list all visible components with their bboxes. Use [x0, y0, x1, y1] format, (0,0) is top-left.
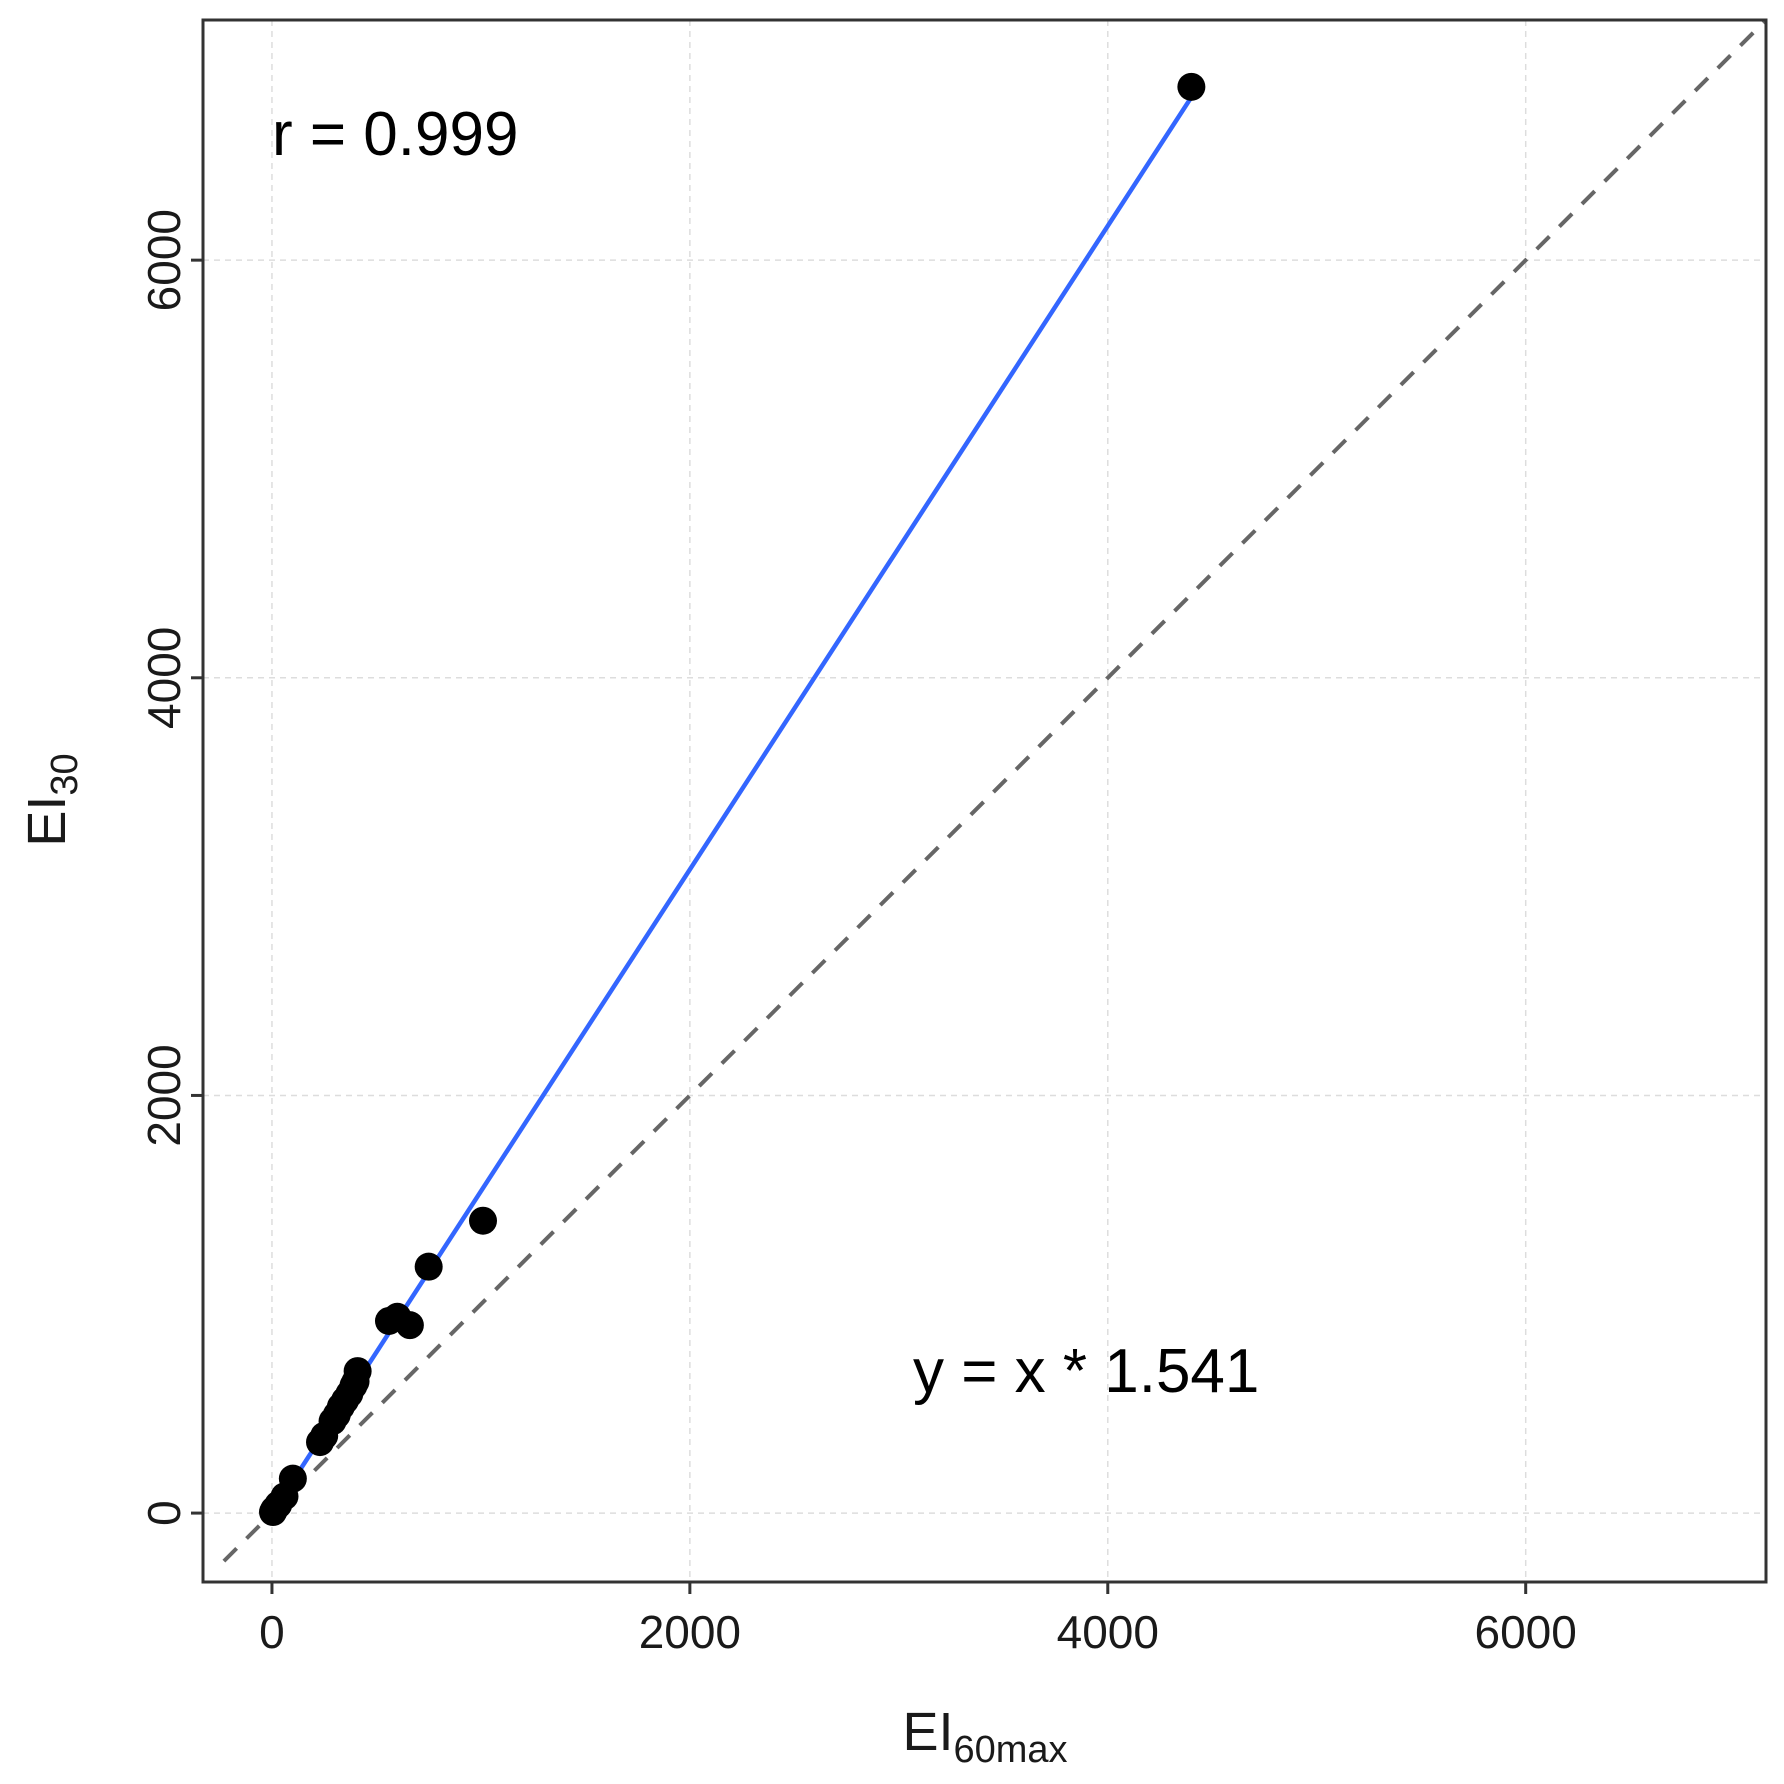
x-tick-label-0: 0 [259, 1606, 285, 1658]
y-axis-ticks: 0 2000 4000 6000 [138, 209, 203, 1526]
equation-annotation: y = x * 1.541 [913, 1337, 1259, 1406]
y-tick-label-2: 4000 [138, 627, 190, 729]
data-point-19 [469, 1206, 498, 1235]
x-axis-title: EI60max [902, 1702, 1067, 1771]
grid-lines [203, 20, 1766, 1582]
x-tick-label-1: 2000 [639, 1606, 741, 1658]
correlation-annotation: r = 0.999 [272, 100, 518, 169]
x-axis-ticks: 0 2000 4000 6000 [259, 1582, 1577, 1658]
y-axis-title: EI30 [17, 753, 86, 846]
data-point-18 [414, 1252, 443, 1281]
x-axis-title-subscript: 60max [953, 1729, 1067, 1771]
y-tick-label-0: 0 [138, 1500, 190, 1526]
y-axis-title-main: EI [17, 796, 77, 847]
data-point-4 [278, 1464, 307, 1493]
y-axis-title-subscript: 30 [44, 753, 86, 795]
y-tick-label-1: 2000 [138, 1044, 190, 1146]
plot-panel-border [201, 18, 1768, 1584]
data-point-14 [343, 1357, 372, 1386]
x-tick-label-3: 6000 [1475, 1606, 1577, 1658]
x-tick-label-2: 4000 [1057, 1606, 1159, 1658]
data-points [259, 72, 1206, 1527]
x-axis-title-main: EI [902, 1702, 953, 1762]
y-tick-label-3: 6000 [138, 209, 190, 311]
identity-line-group [222, 18, 1768, 1563]
data-point-17 [395, 1311, 424, 1340]
data-point-20 [1177, 72, 1206, 101]
identity-line [222, 18, 1768, 1563]
